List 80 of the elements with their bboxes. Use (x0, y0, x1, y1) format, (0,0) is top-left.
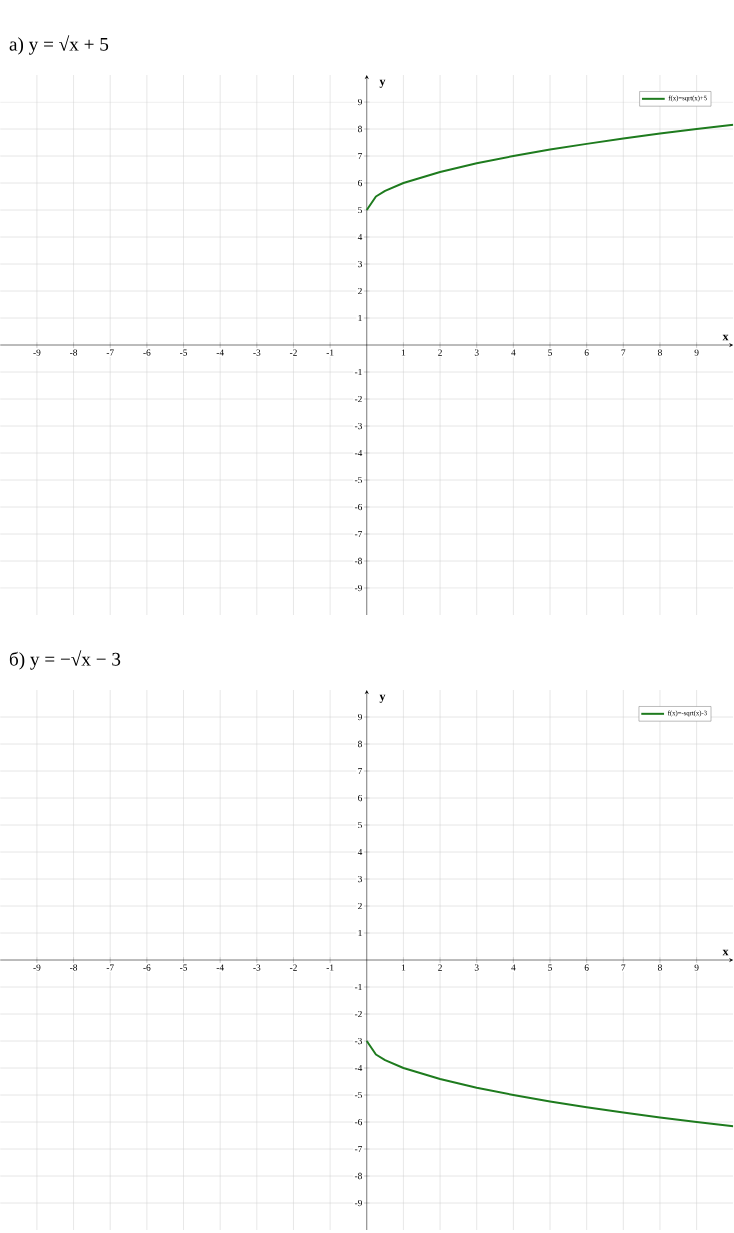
line-series (366, 123, 734, 212)
y-tick-label: 6 (358, 794, 363, 802)
x-tick-label: -1 (326, 349, 334, 356)
x-tick-label: 8 (658, 349, 663, 356)
x-axis-title: x (722, 334, 729, 341)
y-tick-label: 6 (358, 179, 363, 187)
x-tick-label: 8 (658, 964, 663, 971)
line-series (366, 1040, 734, 1128)
y-tick-label: -4 (355, 449, 363, 457)
y-tick-label: 2 (358, 902, 363, 910)
x-tick-label: -4 (216, 964, 225, 971)
x-tick-label: -2 (290, 349, 298, 356)
x-tick-label: 4 (511, 349, 516, 356)
x-tick-label: 1 (402, 964, 406, 971)
y-tick-label: 8 (358, 740, 363, 748)
y-tick-label: -3 (355, 422, 363, 430)
y-tick-label: -9 (355, 1199, 363, 1207)
y-tick-label: 9 (358, 98, 363, 106)
x-axis-title: x (722, 949, 729, 956)
x-tick-label: -6 (143, 349, 151, 356)
y-tick-label: -2 (355, 1010, 363, 1018)
y-tick-label: 9 (358, 713, 363, 721)
x-tick-label: 5 (548, 964, 553, 971)
y-tick-label: -6 (355, 503, 363, 511)
x-tick-label: 9 (694, 349, 699, 356)
y-tick-label: 2 (358, 287, 363, 295)
x-tick-label: -3 (253, 964, 261, 971)
y-tick-label: 5 (358, 206, 363, 214)
y-tick-label: -8 (355, 1172, 363, 1180)
y-tick-label: 7 (358, 152, 363, 160)
x-tick-label: 9 (694, 964, 699, 971)
x-tick-label: 7 (621, 964, 626, 971)
y-tick-label: -3 (355, 1037, 363, 1045)
y-tick-label: 1 (358, 314, 362, 322)
y-tick-label: -2 (355, 395, 363, 403)
x-tick-label: -5 (180, 964, 188, 971)
y-axis-title: y (379, 694, 386, 703)
y-tick-label: -1 (355, 368, 362, 376)
x-tick-label: -2 (290, 964, 298, 971)
y-tick-label: -8 (355, 557, 363, 565)
x-tick-label: 7 (621, 349, 626, 356)
chart-title: а) y = √x + 5 (9, 35, 109, 55)
y-tick-label: 8 (358, 125, 363, 133)
y-tick-label: -5 (355, 1091, 363, 1099)
y-tick-label: 5 (358, 821, 363, 829)
x-tick-label: -9 (33, 964, 41, 971)
y-tick-label: 1 (358, 929, 362, 937)
chart-title: б) y = −√x − 3 (10, 650, 121, 670)
y-tick-label: -5 (355, 476, 363, 484)
y-tick-label: 3 (358, 875, 363, 883)
y-tick-label: -1 (355, 983, 362, 991)
x-tick-label: -6 (143, 964, 151, 971)
x-tick-label: 3 (475, 964, 479, 971)
x-tick-label: 2 (438, 964, 443, 971)
y-tick-label: 4 (358, 233, 363, 241)
y-tick-label: -4 (355, 1064, 363, 1072)
y-axis-title: y (379, 79, 386, 88)
y-tick-label: 7 (358, 767, 363, 775)
y-tick-label: -9 (355, 584, 363, 592)
y-tick-label: 4 (358, 848, 363, 856)
y-tick-label: -7 (355, 530, 363, 538)
x-tick-label: -4 (216, 349, 225, 356)
x-tick-label: -1 (326, 964, 334, 971)
x-tick-label: 6 (584, 964, 589, 971)
x-tick-label: 2 (438, 349, 443, 356)
x-tick-label: -9 (33, 349, 41, 356)
x-tick-label: -7 (106, 964, 115, 971)
x-tick-label: -8 (70, 349, 78, 356)
x-tick-label: 1 (402, 349, 406, 356)
x-tick-label: -8 (70, 964, 78, 971)
x-tick-label: -5 (180, 349, 188, 356)
x-tick-label: -7 (106, 349, 115, 356)
x-tick-label: 5 (548, 349, 553, 356)
y-tick-label: 3 (358, 260, 363, 268)
x-tick-label: 3 (475, 349, 479, 356)
y-tick-label: -7 (355, 1145, 363, 1153)
x-tick-label: -3 (253, 349, 261, 356)
x-tick-label: 6 (584, 349, 589, 356)
x-tick-label: 4 (511, 964, 516, 971)
y-tick-label: -6 (355, 1118, 363, 1126)
